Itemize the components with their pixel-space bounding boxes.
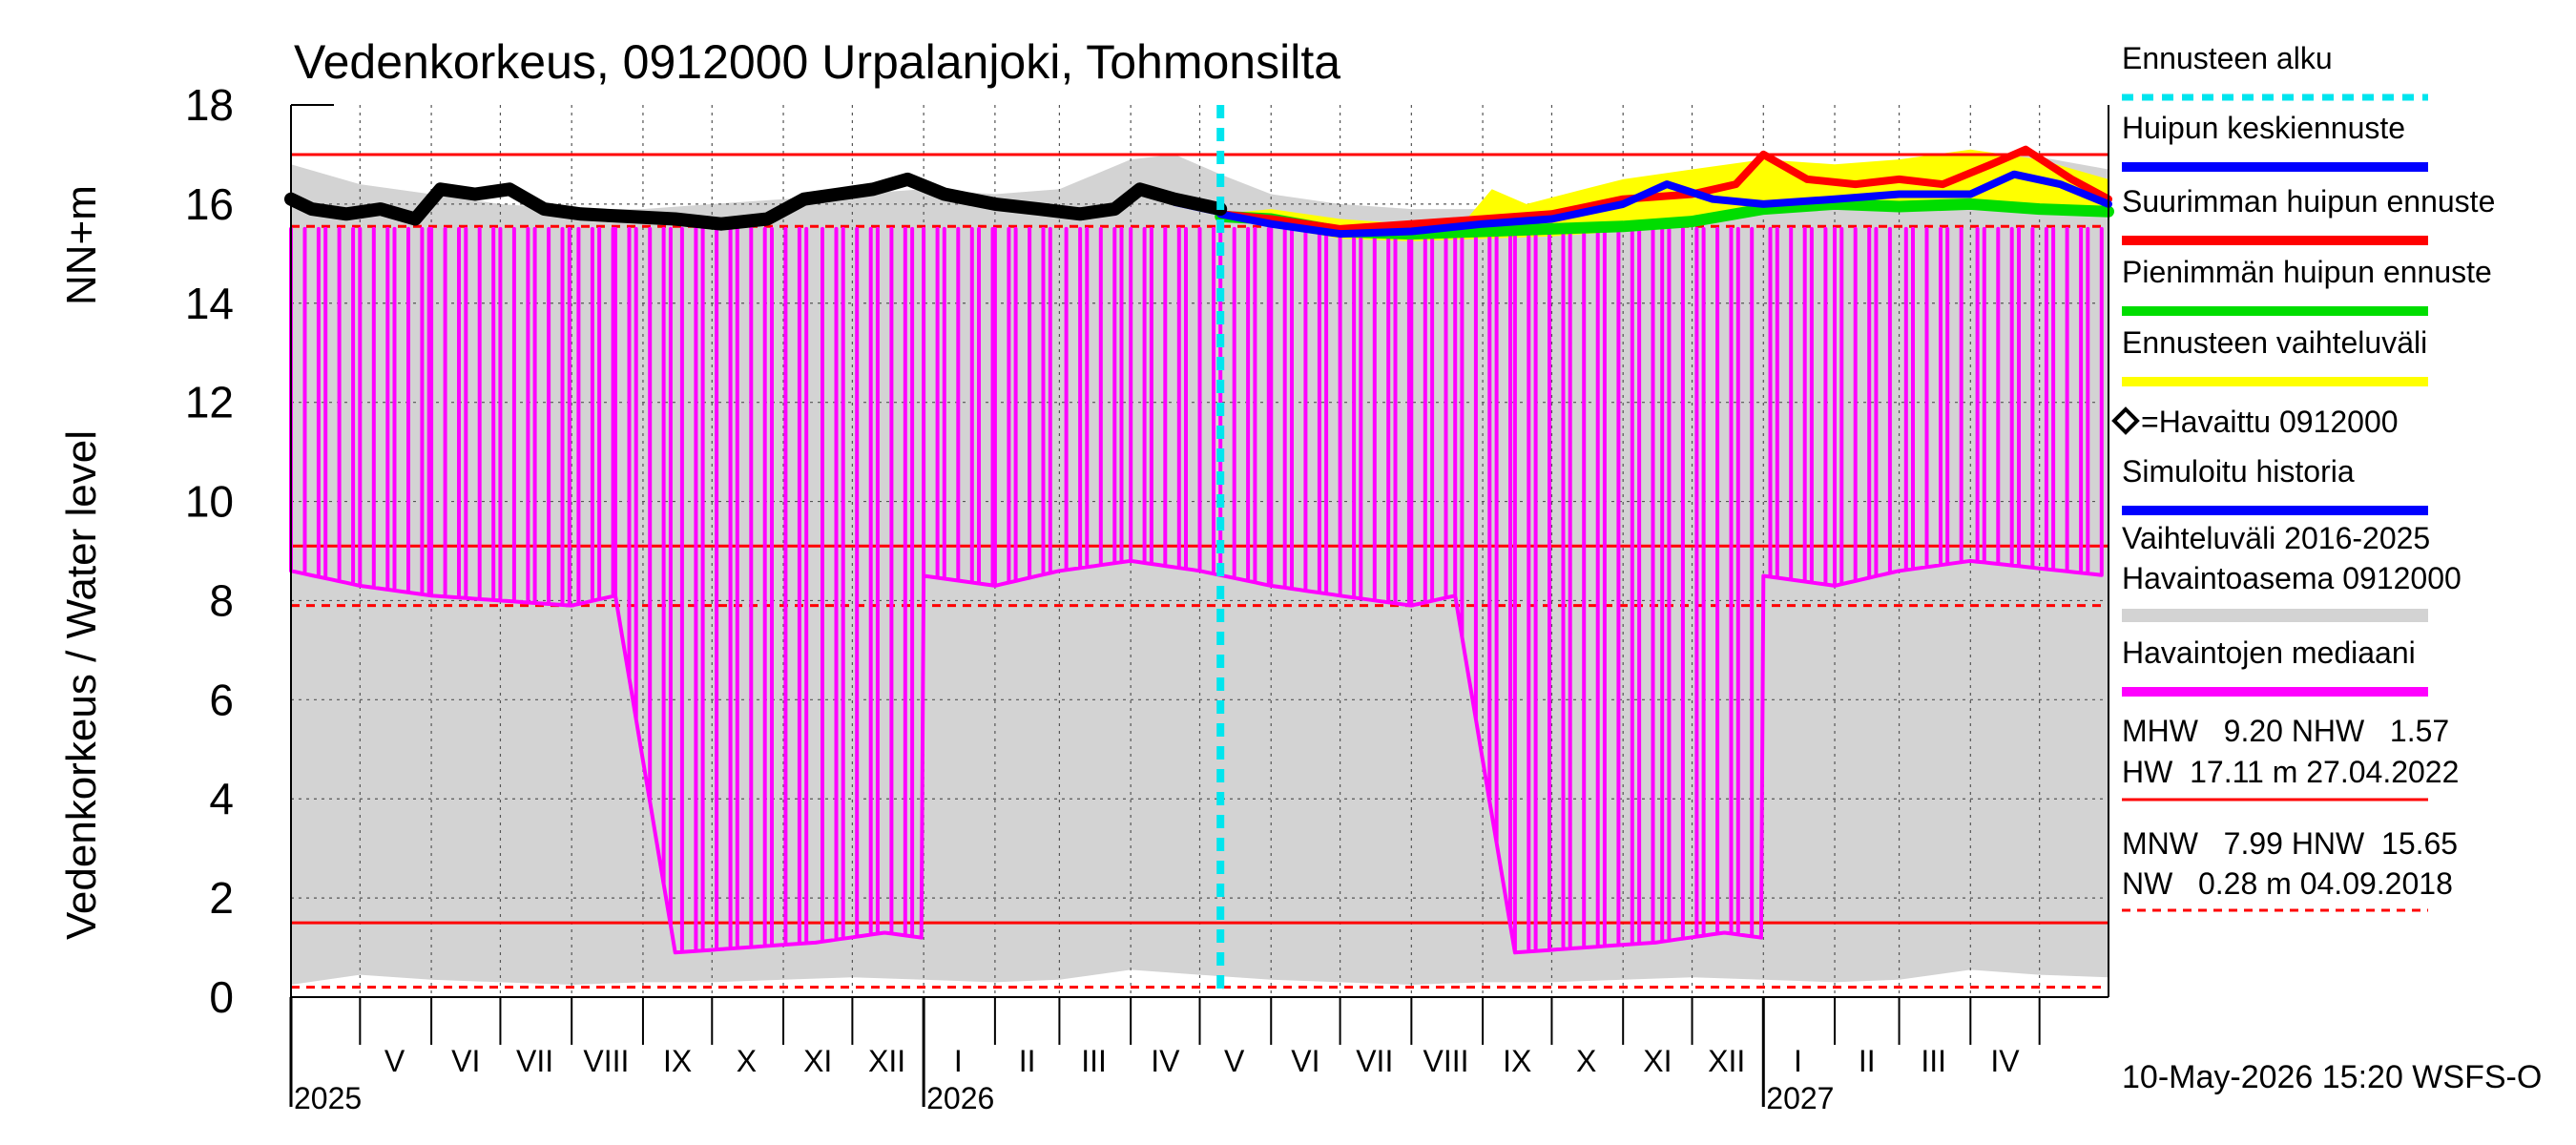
x-tick-label: I (1794, 1044, 1802, 1078)
x-tick-label: V (384, 1044, 405, 1078)
y-tick-label: 0 (209, 972, 234, 1022)
legend: Ennusteen alku Huipun keskiennuste Suurimm… (2111, 41, 2495, 697)
x-tick-label: IX (1503, 1044, 1531, 1078)
x-tick-label: III (1081, 1044, 1107, 1078)
timestamp: 10-May-2026 15:20 WSFS-O (2122, 1059, 2542, 1095)
legend-item-simuloitu-historia: Simuloitu historia (2122, 454, 2428, 515)
legend-label: Ennusteen vaihteluväli (2122, 325, 2427, 360)
stats-line-2: HW 17.11 m 27.04.2022 (2122, 755, 2459, 789)
x-tick-label: XI (1643, 1044, 1672, 1078)
year-label: 2026 (926, 1081, 994, 1115)
x-tick-label: VII (516, 1044, 553, 1078)
y-tick-label: 10 (185, 477, 234, 527)
x-tick-label: VIII (583, 1044, 629, 1078)
x-tick-label: XII (868, 1044, 905, 1078)
y-tick-label: 18 (185, 80, 234, 130)
series-havaintojen-mediaani (289, 226, 2104, 955)
series-suurimman-huipun-ennuste (1216, 145, 2112, 233)
legend-label: Havaintojen mediaani (2122, 635, 2416, 670)
legend-label-2: Havaintoasema 0912000 (2122, 561, 2462, 595)
stats-line-3: MNW 7.99 HNW 15.65 (2122, 826, 2458, 861)
x-tick-label: I (954, 1044, 963, 1078)
x-tick-label: XII (1708, 1044, 1745, 1078)
legend-label: Suurimman huipun ennuste (2122, 184, 2495, 219)
x-tick-label: X (1576, 1044, 1596, 1078)
stats-line-1: MHW 9.20 NHW 1.57 (2122, 714, 2449, 748)
x-tick-label: II (1859, 1044, 1876, 1078)
x-tick-label: V (1224, 1044, 1245, 1078)
legend-label: =Havaittu 0912000 (2141, 405, 2399, 439)
x-tick-label: XI (803, 1044, 832, 1078)
year-label: 2025 (294, 1081, 362, 1115)
y-tick-label: 4 (209, 774, 234, 823)
y-tick-label: 16 (185, 179, 234, 229)
legend-marker (2111, 406, 2140, 435)
x-tick-label: IX (663, 1044, 692, 1078)
legend-item-vaihteluv-li-2016-2025: Vaihteluväli 2016-2025 Havaintoasema 0912… (2122, 521, 2462, 622)
series-huipun-keskiennuste (1216, 170, 2112, 239)
x-tick-label: II (1019, 1044, 1036, 1078)
legend-label: Pienimmän huipun ennuste (2122, 255, 2492, 289)
x-tick-label: X (737, 1044, 757, 1078)
stats-line-4: NW 0.28 m 04.09.2018 (2122, 866, 2453, 901)
year-label: 2027 (1766, 1081, 1834, 1115)
x-tick-label: III (1921, 1044, 1946, 1078)
y-axis-unit: NN+m (58, 185, 105, 305)
legend-item-huipun-keskiennuste: Huipun keskiennuste (2122, 111, 2428, 172)
legend-label: Vaihteluväli 2016-2025 (2122, 521, 2430, 555)
legend-label: Huipun keskiennuste (2122, 111, 2405, 145)
legend-item-pienimm-n-huipun-ennuste: Pienimmän huipun ennuste (2122, 255, 2492, 316)
legend-item-ennusteen-alku: Ennusteen alku (2122, 41, 2428, 101)
legend-label: Simuloitu historia (2122, 454, 2355, 489)
x-tick-label: VII (1356, 1044, 1393, 1078)
y-tick-label: 8 (209, 575, 234, 625)
series-havaittu-0912000 (284, 172, 1228, 231)
legend-item-havaintojen-mediaani: Havaintojen mediaani (2122, 635, 2428, 697)
chart-title: Vedenkorkeus, 0912000 Urpalanjoki, Tohmo… (294, 35, 1340, 89)
x-tick-label: IV (1990, 1044, 2020, 1078)
x-tick-label: VI (451, 1044, 480, 1078)
y-axis-label: Vedenkorkeus / Water level (58, 430, 105, 940)
y-tick-label: 6 (209, 675, 234, 724)
x-tick-label: VIII (1423, 1044, 1469, 1078)
y-tick-label: 2 (209, 873, 234, 923)
x-tick-label: VI (1291, 1044, 1319, 1078)
legend-item-suurimman-huipun-ennuste: Suurimman huipun ennuste (2122, 184, 2495, 245)
legend-item-havaittu-0912000: =Havaittu 0912000 (2111, 405, 2399, 439)
legend-item-ennusteen-vaihteluv-li: Ennusteen vaihteluväli (2122, 325, 2428, 386)
legend-label: Ennusteen alku (2122, 41, 2333, 75)
x-tick-label: IV (1151, 1044, 1180, 1078)
y-tick-label: 12 (185, 378, 234, 427)
y-tick-label: 14 (185, 279, 234, 328)
